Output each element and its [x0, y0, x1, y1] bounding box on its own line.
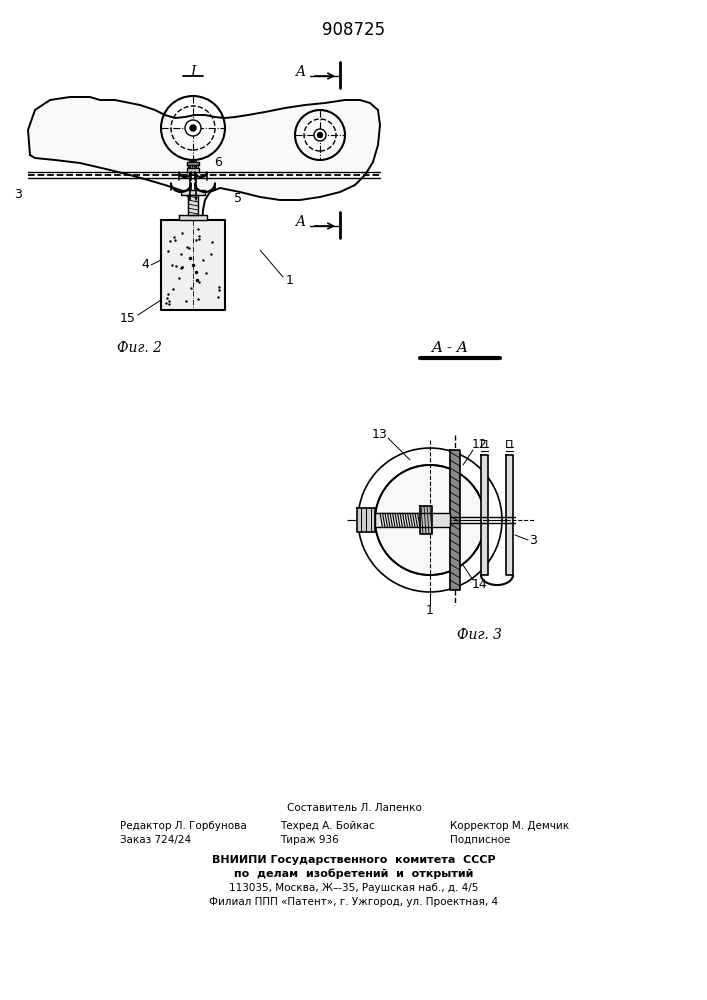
Text: 13: 13: [372, 428, 388, 442]
Polygon shape: [357, 508, 375, 532]
Polygon shape: [420, 506, 432, 534]
Circle shape: [317, 132, 322, 137]
Polygon shape: [179, 215, 207, 220]
Text: П: П: [505, 440, 513, 450]
Text: 5: 5: [234, 192, 242, 205]
Text: 6: 6: [214, 155, 222, 168]
Text: Филиал ППП «Патент», г. Ужгород, ул. Проектная, 4: Филиал ППП «Патент», г. Ужгород, ул. Про…: [209, 897, 498, 907]
Text: 3: 3: [14, 188, 22, 202]
Text: A - A: A - A: [431, 341, 469, 355]
Text: Фиг. 2: Фиг. 2: [117, 341, 163, 355]
Circle shape: [375, 465, 485, 575]
Text: 15: 15: [120, 312, 136, 324]
Polygon shape: [481, 455, 488, 575]
Polygon shape: [375, 513, 450, 527]
Text: Фиг. 3: Фиг. 3: [457, 628, 503, 642]
Text: 908725: 908725: [322, 21, 385, 39]
Text: Тираж 936: Тираж 936: [280, 835, 339, 845]
Text: Подписное: Подписное: [450, 835, 510, 845]
Polygon shape: [187, 162, 199, 165]
Polygon shape: [450, 450, 460, 590]
Text: A: A: [295, 215, 305, 229]
Text: 12: 12: [472, 438, 488, 452]
Polygon shape: [161, 220, 225, 310]
Text: Корректор М. Демчик: Корректор М. Демчик: [450, 821, 569, 831]
Text: 3: 3: [529, 534, 537, 546]
Text: П: П: [480, 440, 489, 450]
Polygon shape: [181, 190, 205, 195]
Text: A: A: [295, 65, 305, 79]
Text: 14: 14: [472, 578, 488, 591]
Text: по  делам  изобретений  и  открытий: по делам изобретений и открытий: [234, 869, 474, 879]
Text: ВНИИПИ Государственного  комитета  СССР: ВНИИПИ Государственного комитета СССР: [212, 855, 496, 865]
Text: 1: 1: [426, 603, 434, 616]
Text: Редактор Л. Горбунова: Редактор Л. Горбунова: [120, 821, 247, 831]
Polygon shape: [188, 195, 198, 215]
Text: 4: 4: [141, 258, 149, 271]
Text: 1: 1: [286, 273, 294, 286]
Text: Заказ 724/24: Заказ 724/24: [120, 835, 191, 845]
Circle shape: [190, 125, 196, 131]
Polygon shape: [28, 97, 380, 240]
Circle shape: [185, 120, 201, 136]
Circle shape: [314, 129, 326, 141]
Polygon shape: [506, 455, 513, 575]
Text: Техред А. Бойкас: Техред А. Бойкас: [280, 821, 375, 831]
Text: I: I: [190, 65, 196, 79]
Text: Составитель Л. Лапенко: Составитель Л. Лапенко: [286, 803, 421, 813]
Polygon shape: [187, 168, 199, 172]
Text: 113035, Москва, Ж–-35, Раушская наб., д. 4/5: 113035, Москва, Ж–-35, Раушская наб., д.…: [229, 883, 479, 893]
